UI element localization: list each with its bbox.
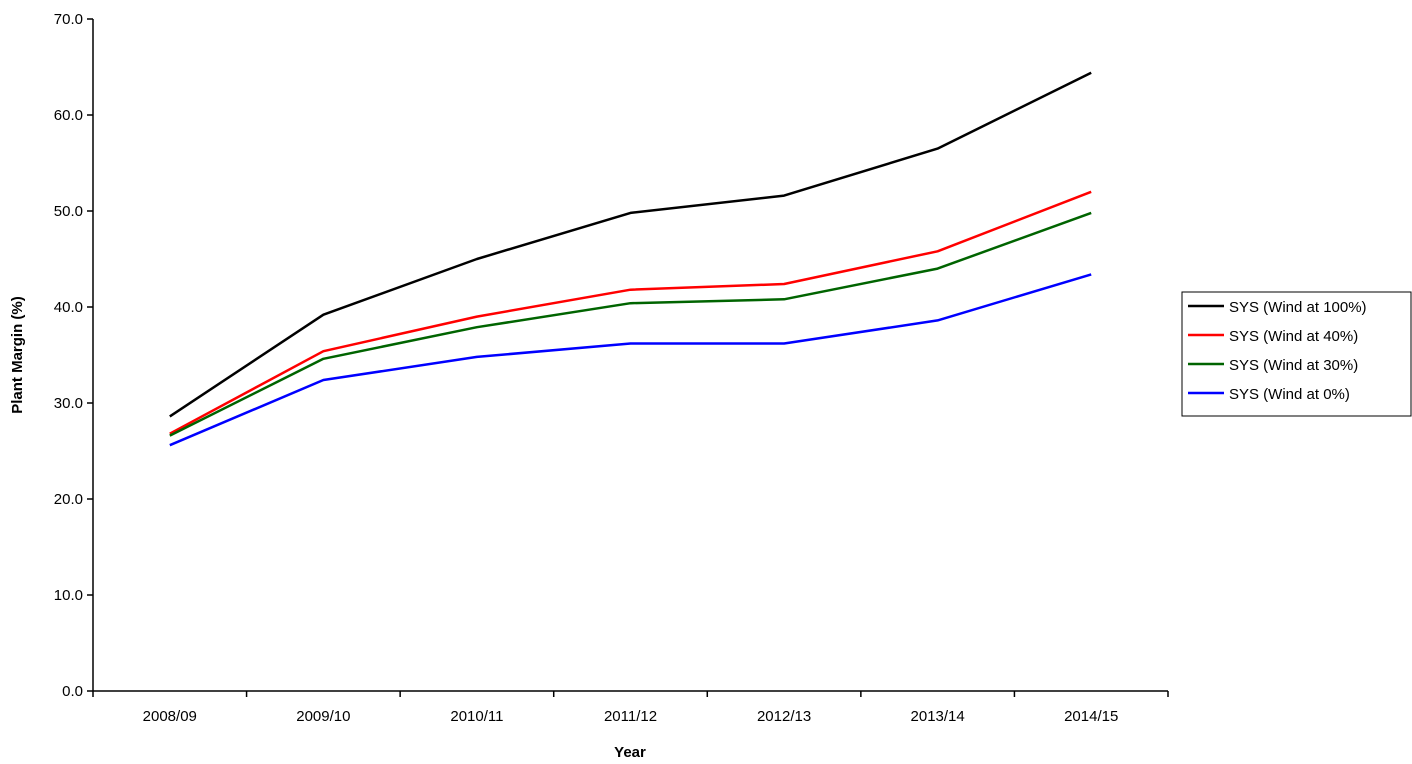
x-tick-label: 2010/11 bbox=[450, 708, 503, 725]
series-line bbox=[169, 211, 1092, 437]
y-tick-label: 20.0 bbox=[54, 491, 83, 508]
x-tick-label: 2008/09 bbox=[143, 708, 197, 725]
x-tick-label: 2011/12 bbox=[604, 708, 657, 725]
x-tick-label: 2013/14 bbox=[911, 708, 965, 725]
x-ticks: 2008/09 2009/10 2010/11 2011/12 2012/13 2013/… bbox=[92, 691, 1169, 725]
x-axis-title: Year bbox=[614, 744, 646, 761]
y-tick-label: 50.0 bbox=[54, 203, 83, 220]
x-tick-label: 2009/10 bbox=[296, 708, 350, 725]
legend-box bbox=[1181, 291, 1412, 417]
y-ticks: 0.0 10.0 20.0 30.0 40.0 50.0 60.0 70.0 bbox=[54, 11, 93, 700]
series-lines bbox=[169, 71, 1092, 447]
legend-label: SYS (Wind at 100%) bbox=[1229, 299, 1367, 316]
series-line bbox=[169, 190, 1092, 435]
y-tick-label: 10.0 bbox=[54, 587, 83, 604]
legend-items: SYS (Wind at 100%) SYS (Wind at 40%) SYS (… bbox=[1188, 299, 1367, 403]
legend-label: SYS (Wind at 40%) bbox=[1229, 328, 1358, 345]
y-tick-label: 0.0 bbox=[62, 683, 83, 700]
legend-label: SYS (Wind at 0%) bbox=[1229, 386, 1350, 403]
y-tick-label: 30.0 bbox=[54, 395, 83, 412]
y-tick-label: 40.0 bbox=[54, 299, 83, 316]
y-tick-label: 60.0 bbox=[54, 107, 83, 124]
y-axis-title: Plant Margin (%) bbox=[9, 296, 26, 414]
x-tick-label: 2014/15 bbox=[1064, 708, 1118, 725]
legend-label: SYS (Wind at 30%) bbox=[1229, 357, 1358, 374]
series-line bbox=[169, 71, 1092, 418]
legend: SYS (Wind at 100%) SYS (Wind at 40%) SYS (… bbox=[1181, 291, 1412, 417]
x-tick-label: 2012/13 bbox=[757, 708, 811, 725]
y-tick-label: 70.0 bbox=[54, 11, 83, 28]
series-line bbox=[169, 273, 1092, 447]
plot-area: 0.010.020.030.040.050.060.070.0 2008/09 2… bbox=[54, 11, 1169, 725]
